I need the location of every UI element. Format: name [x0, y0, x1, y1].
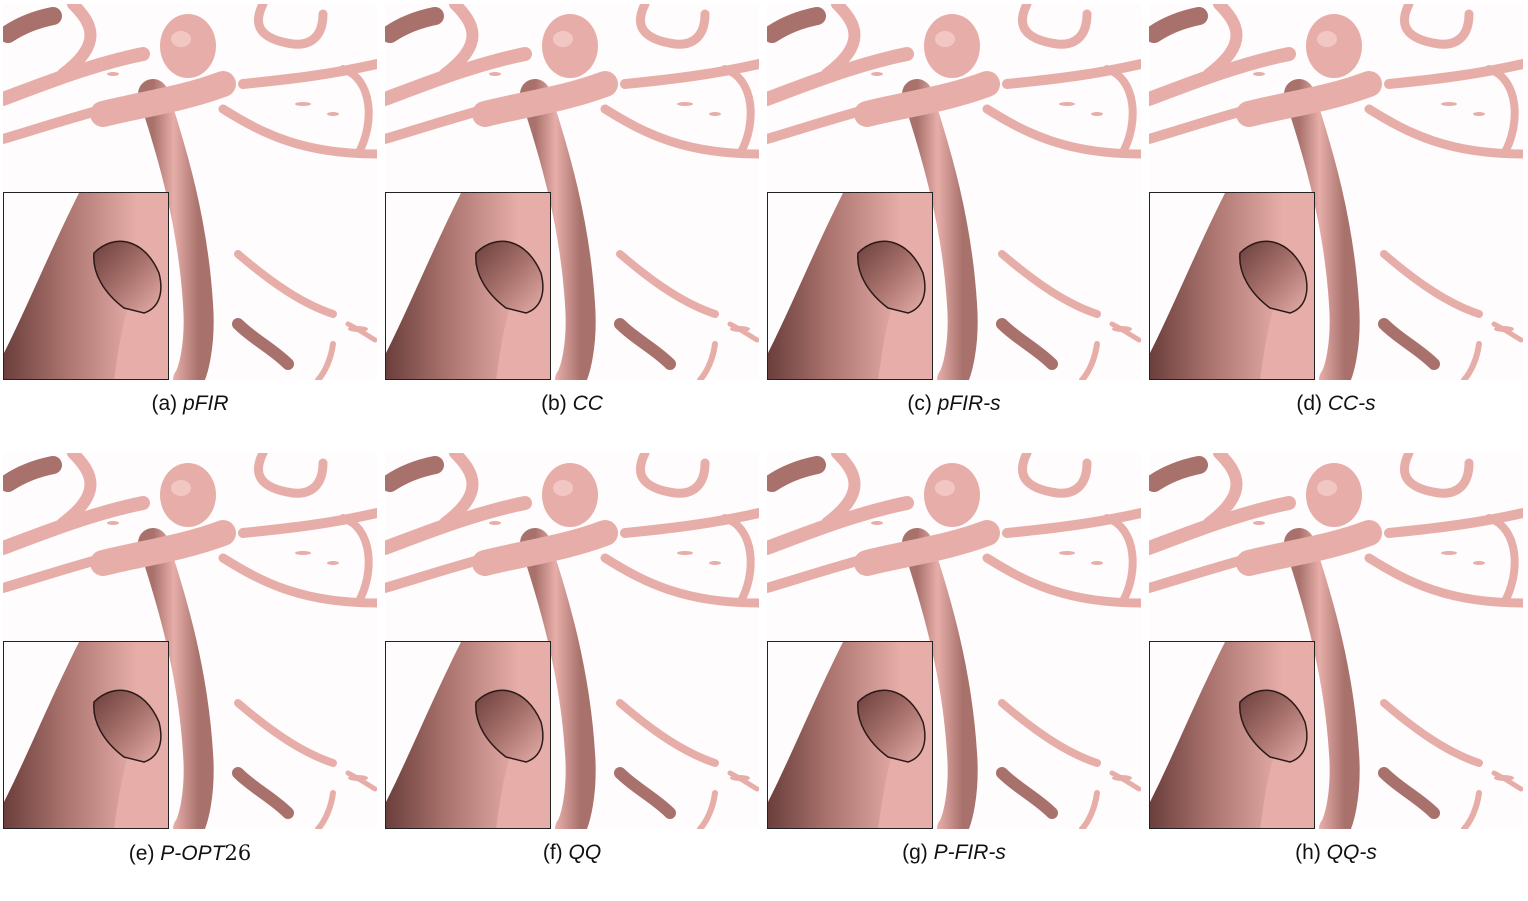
caption-prefix: (g): [902, 841, 928, 864]
vessel-render: [3, 453, 377, 829]
render-panel-h: [1149, 453, 1523, 829]
render-panel-b: [385, 4, 759, 380]
render-panel-f: [385, 453, 759, 829]
caption-d: (d) CC-s: [1149, 392, 1523, 416]
zoom-inset-render: [4, 642, 168, 828]
render-panel-d: [1149, 4, 1523, 380]
caption-method: pFIR: [183, 392, 229, 415]
zoom-inset: [1149, 192, 1315, 380]
caption-prefix: (c): [907, 392, 932, 415]
zoom-inset: [767, 192, 933, 380]
zoom-inset: [3, 641, 169, 829]
caption-method: CC: [572, 392, 603, 415]
caption-method: pFIR-s: [937, 392, 1001, 415]
zoom-inset-render: [386, 193, 550, 379]
caption-method: P-OPT: [160, 842, 225, 865]
caption-method: QQ-s: [1326, 841, 1377, 864]
caption-h: (h) QQ-s: [1149, 841, 1523, 865]
caption-prefix: (d): [1296, 392, 1322, 415]
caption-method: P-FIR-s: [933, 841, 1006, 864]
caption-f: (f) QQ: [385, 841, 759, 865]
zoom-inset: [3, 192, 169, 380]
zoom-inset: [385, 192, 551, 380]
render-panel-e: [3, 453, 377, 829]
caption-b: (b) CC: [385, 392, 759, 416]
caption-c: (c) pFIR-s: [767, 392, 1141, 416]
zoom-inset-render: [4, 193, 168, 379]
render-panel-a: [3, 4, 377, 380]
zoom-inset: [385, 641, 551, 829]
caption-prefix: (h): [1295, 841, 1321, 864]
zoom-inset-render: [768, 642, 932, 828]
zoom-inset-render: [386, 642, 550, 828]
zoom-inset-render: [1150, 193, 1314, 379]
caption-g: (g) P-FIR-s: [767, 841, 1141, 865]
caption-digits: 26: [224, 841, 252, 865]
caption-e: (e) P-OPT26: [3, 841, 377, 866]
caption-prefix: (a): [151, 392, 178, 415]
render-panel-c: [767, 4, 1141, 380]
zoom-inset-render: [768, 193, 932, 379]
render-panel-g: [767, 453, 1141, 829]
zoom-inset: [767, 641, 933, 829]
caption-method: QQ: [568, 841, 602, 864]
caption-prefix: (f): [542, 841, 563, 864]
caption-prefix: (b): [541, 392, 567, 415]
zoom-inset: [1149, 641, 1315, 829]
zoom-inset-render: [1150, 642, 1314, 828]
caption-prefix: (e): [128, 842, 155, 865]
caption-a: (a) pFIR: [3, 392, 377, 416]
caption-method: CC-s: [1327, 392, 1376, 415]
vessel-render: [1149, 453, 1523, 829]
